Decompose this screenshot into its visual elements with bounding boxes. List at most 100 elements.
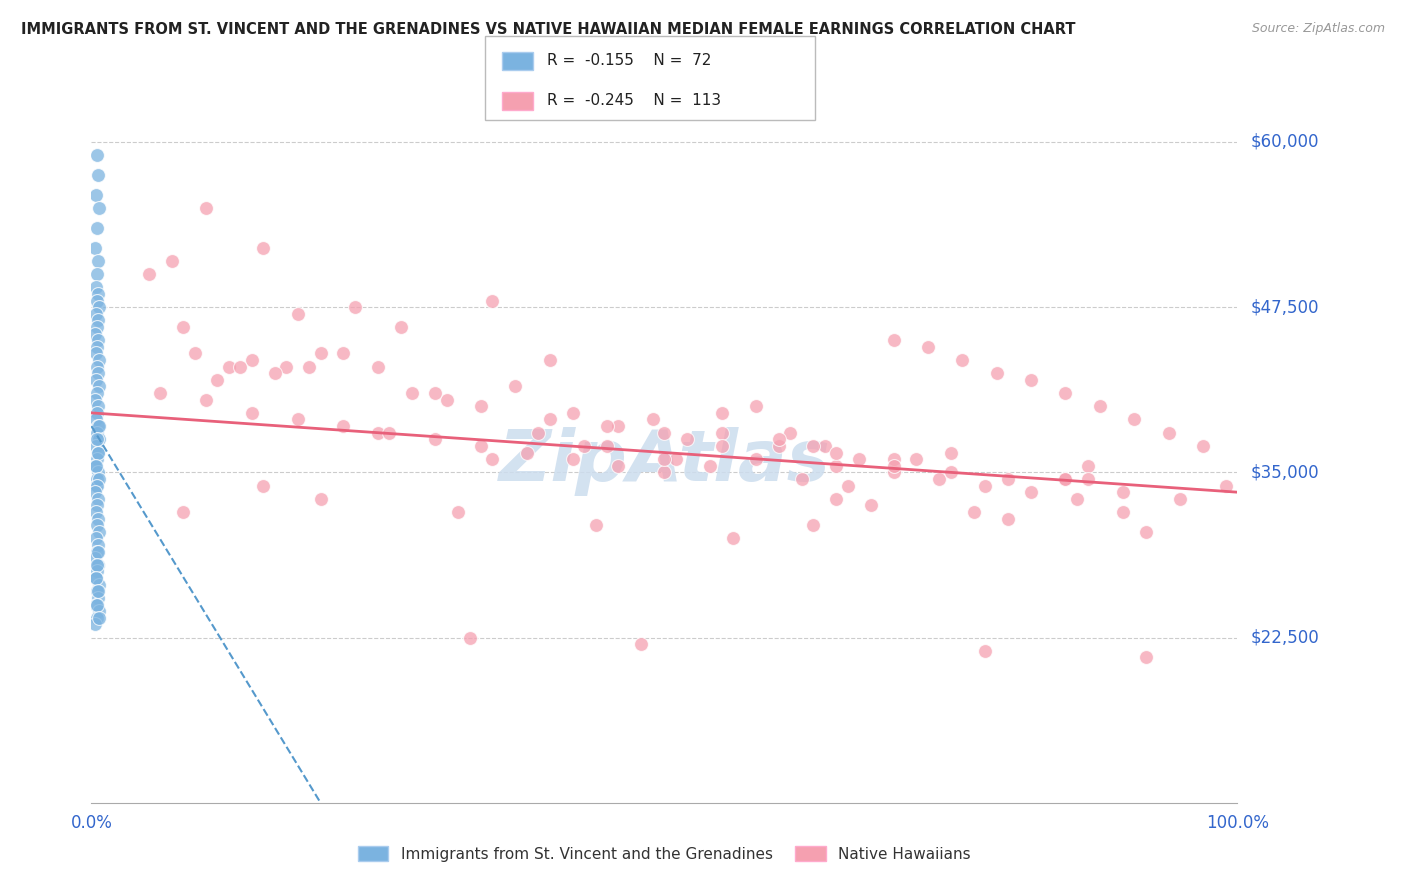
Point: [652, 466, 675, 480]
Point: [641, 412, 664, 426]
Point: [538, 353, 561, 368]
Point: [83, 458, 105, 473]
Point: [149, 386, 172, 401]
Point: [538, 412, 561, 426]
Point: [1066, 491, 1088, 506]
Point: [86, 558, 108, 572]
Point: [86, 499, 108, 513]
Point: [86, 340, 108, 354]
Point: [801, 518, 824, 533]
Point: [87, 168, 110, 182]
Text: IMMIGRANTS FROM ST. VINCENT AND THE GRENADINES VS NATIVE HAWAIIAN MEDIAN FEMALE : IMMIGRANTS FROM ST. VINCENT AND THE GREN…: [21, 22, 1076, 37]
Point: [882, 452, 904, 467]
Point: [607, 458, 630, 473]
Point: [86, 359, 108, 374]
Point: [87, 538, 110, 552]
Point: [89, 578, 111, 592]
Point: [84, 439, 107, 453]
Point: [607, 419, 630, 434]
Point: [470, 439, 492, 453]
Point: [84, 280, 107, 294]
Point: [1135, 650, 1157, 665]
Point: [87, 313, 110, 327]
Point: [298, 359, 321, 374]
Point: [86, 478, 108, 492]
Point: [87, 491, 110, 506]
Point: [1054, 386, 1077, 401]
Point: [516, 445, 538, 459]
Point: [561, 452, 583, 467]
Point: [882, 466, 904, 480]
Point: [939, 466, 962, 480]
Point: [86, 425, 108, 440]
Point: [84, 307, 107, 321]
Point: [596, 419, 619, 434]
Point: [470, 399, 492, 413]
Point: [86, 386, 108, 401]
Point: [710, 439, 733, 453]
Point: [83, 485, 105, 500]
Point: [505, 379, 527, 393]
Point: [83, 551, 105, 566]
Point: [287, 412, 309, 426]
Point: [86, 544, 108, 558]
Point: [332, 419, 354, 434]
Point: [710, 406, 733, 420]
Point: [84, 571, 107, 585]
Point: [1135, 524, 1157, 539]
Point: [997, 472, 1019, 486]
Point: [1111, 505, 1133, 519]
Point: [89, 604, 111, 618]
Point: [665, 452, 688, 467]
Point: [89, 524, 111, 539]
Point: [917, 340, 939, 354]
Point: [779, 425, 801, 440]
Point: [83, 392, 105, 407]
Point: [89, 379, 111, 393]
Point: [84, 532, 107, 546]
Point: [229, 359, 252, 374]
Point: [86, 320, 108, 334]
Point: [859, 499, 882, 513]
Point: [825, 445, 848, 459]
Point: [699, 458, 721, 473]
Point: [183, 346, 205, 360]
Point: [1157, 425, 1180, 440]
Point: [423, 386, 446, 401]
Point: [1019, 373, 1042, 387]
Point: [83, 617, 105, 632]
Point: [86, 584, 108, 599]
Point: [1123, 412, 1146, 426]
Point: [1054, 472, 1077, 486]
Point: [585, 518, 607, 533]
Point: [172, 505, 194, 519]
Point: [84, 187, 107, 202]
Point: [1019, 485, 1042, 500]
Point: [710, 425, 733, 440]
Point: [84, 478, 107, 492]
Point: [89, 432, 111, 446]
Point: [252, 241, 274, 255]
Point: [87, 366, 110, 380]
Point: [378, 425, 401, 440]
Text: $35,000: $35,000: [1251, 463, 1320, 482]
Point: [83, 241, 105, 255]
Point: [218, 359, 240, 374]
Point: [447, 505, 470, 519]
Point: [572, 439, 595, 453]
Legend: Immigrants from St. Vincent and the Grenadines, Native Hawaiians: Immigrants from St. Vincent and the Gren…: [352, 839, 977, 868]
Point: [87, 511, 110, 525]
Point: [86, 611, 108, 625]
Point: [87, 591, 110, 605]
Point: [527, 425, 550, 440]
Point: [652, 452, 675, 467]
Point: [172, 320, 194, 334]
Point: [87, 558, 110, 572]
Point: [1054, 472, 1077, 486]
Point: [1111, 485, 1133, 500]
Point: [401, 386, 423, 401]
Text: $60,000: $60,000: [1251, 133, 1319, 151]
Point: [87, 445, 110, 459]
Point: [997, 511, 1019, 525]
Point: [309, 491, 332, 506]
